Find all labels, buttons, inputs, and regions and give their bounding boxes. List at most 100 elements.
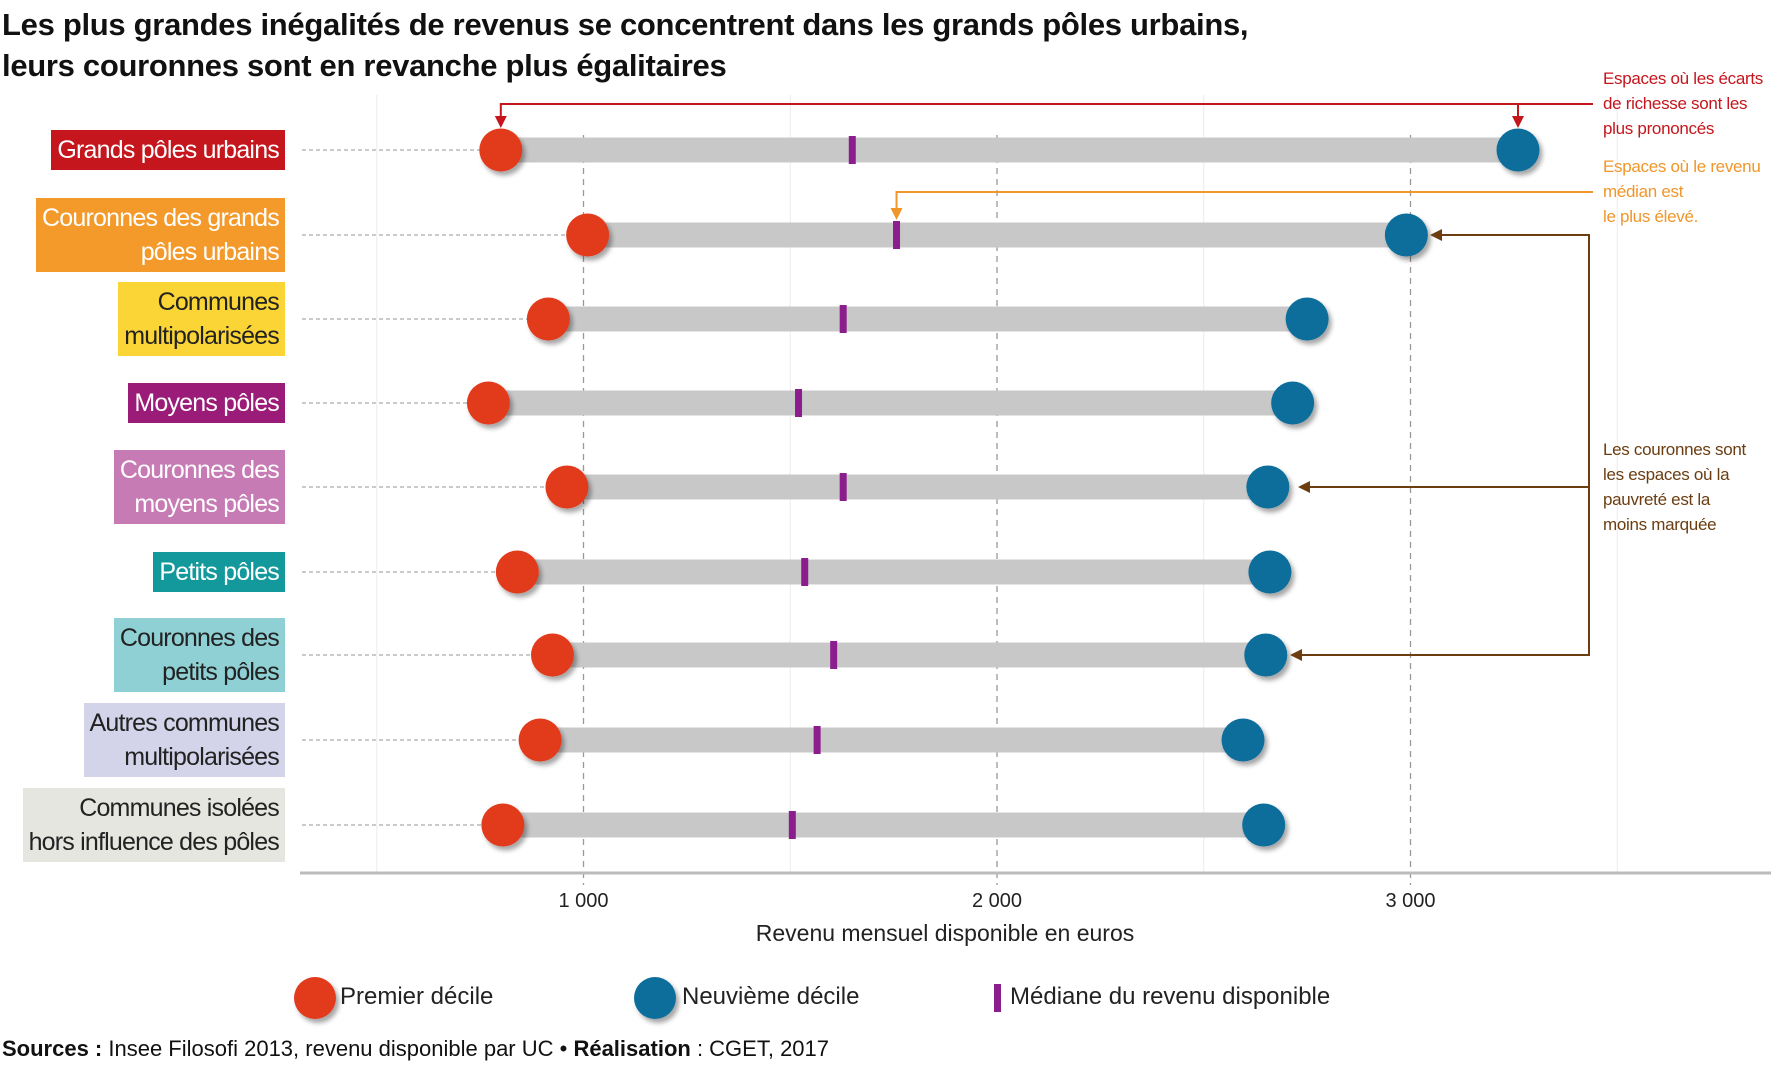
- category-label: Couronnes des grands pôles urbains: [36, 198, 285, 272]
- category-label-line: multipolarisées: [124, 322, 280, 350]
- category-label-line: Couronnes des grands: [42, 204, 280, 232]
- legend-ninth-decile-icon: [634, 977, 676, 1019]
- annotation-connector: [499, 103, 1593, 126]
- ninth-decile-point: [1248, 550, 1292, 594]
- category-label-line: Autres communes: [89, 709, 280, 737]
- category-label: Autres communes multipolarisées: [83, 703, 285, 777]
- title-line-2: leurs couronnes sont en revanche plus ég…: [2, 48, 727, 83]
- arrowhead: [1512, 116, 1525, 128]
- annotation-line: pauvreté est la: [1603, 490, 1711, 509]
- x-axis-title: Revenu mensuel disponible en euros: [755, 920, 1135, 946]
- category-label-line: Petits pôles: [159, 558, 279, 586]
- annotation-line: Espaces où les écarts: [1603, 69, 1764, 88]
- median-mark: [813, 726, 821, 754]
- x-tick-label: 3 000: [1385, 890, 1436, 912]
- median-mark: [795, 389, 803, 417]
- arrowhead: [890, 208, 903, 220]
- median-mark: [893, 221, 901, 249]
- range-bar: [548, 306, 1308, 332]
- first-decile-point: [466, 381, 510, 425]
- ninth-decile-point: [1285, 297, 1329, 341]
- category-label-line: pôles urbains: [140, 238, 280, 266]
- median-mark: [839, 305, 847, 333]
- ninth-decile-point: [1242, 803, 1286, 847]
- title-line-1: Les plus grandes inégalités de revenus s…: [2, 7, 1249, 42]
- chart-title: Les plus grandes inégalités de revenus s…: [2, 4, 1249, 86]
- category-label-line: petits pôles: [162, 658, 280, 686]
- range-bar: [502, 812, 1264, 838]
- category-label: Couronnes des moyens pôles: [113, 450, 285, 524]
- category-label-line: Moyens pôles: [134, 389, 279, 417]
- median-mark: [830, 641, 838, 669]
- category-label: Moyens pôles: [128, 383, 285, 423]
- ninth-decile-point: [1221, 718, 1265, 762]
- realisation-text: : CGET, 2017: [690, 1036, 830, 1061]
- legend-label-d1: Premier décile: [340, 983, 494, 1010]
- sources-text: Insee Filosofi 2013, revenu disponible p…: [102, 1036, 574, 1061]
- x-tick-label: 1 000: [558, 890, 609, 912]
- category-label: Communes multipolarisées: [118, 282, 285, 356]
- arrowhead: [1430, 229, 1442, 241]
- first-decile-point: [495, 550, 539, 594]
- category-label-line: Couronnes des: [119, 624, 280, 652]
- category-label: Couronnes des petits pôles: [113, 618, 285, 692]
- category-label-line: multipolarisées: [124, 743, 280, 771]
- median-mark: [848, 136, 856, 164]
- annotation-line: de richesse sont les: [1603, 94, 1748, 113]
- range-bar: [587, 222, 1407, 248]
- arrowhead: [1290, 649, 1302, 661]
- ninth-decile-point: [1244, 633, 1288, 677]
- annotation-line: Espaces où le revenu: [1603, 157, 1761, 176]
- legend-first-decile-icon: [294, 977, 336, 1019]
- annotation-connector: [1300, 234, 1590, 656]
- category-label-line: Couronnes des: [119, 456, 280, 484]
- annotation-line: le plus élevé.: [1603, 207, 1699, 226]
- annotation-line: les espaces où la: [1603, 465, 1730, 484]
- annotation-line: médian est: [1603, 182, 1684, 201]
- median-mark: [801, 558, 809, 586]
- range-bar: [566, 474, 1268, 500]
- range-bar: [552, 642, 1266, 668]
- annotation-line: Les couronnes sont: [1603, 440, 1746, 459]
- median-mark: [839, 473, 847, 501]
- category-label-line: moyens pôles: [134, 490, 279, 518]
- sources-note: Sources : Insee Filosofi 2013, revenu di…: [2, 1036, 829, 1062]
- ninth-decile-point: [1496, 128, 1540, 172]
- first-decile-point: [545, 465, 589, 509]
- median-mark: [788, 811, 796, 839]
- annotation-text: Espaces où le revenu médian est le plus él…: [1603, 154, 1761, 229]
- legend-label-median: Médiane du revenu disponible: [1010, 983, 1331, 1010]
- first-decile-point: [566, 213, 610, 257]
- range-bar: [500, 137, 1519, 163]
- ninth-decile-point: [1271, 381, 1315, 425]
- category-label-line: Grands pôles urbains: [57, 136, 279, 164]
- arrowhead: [494, 116, 507, 128]
- ninth-decile-point: [1384, 213, 1428, 257]
- category-label: Grands pôles urbains: [51, 130, 285, 170]
- annotation-text: Les couronnes sont les espaces où la pauvr…: [1603, 437, 1746, 537]
- first-decile-point: [479, 128, 523, 172]
- legend-median-icon: [994, 984, 1001, 1012]
- first-decile-point: [530, 633, 574, 677]
- range-bar: [517, 559, 1270, 585]
- range-bar: [488, 390, 1293, 416]
- category-label: Communes isolées hors influence des pôles: [22, 788, 285, 862]
- category-label: Petits pôles: [153, 552, 285, 592]
- annotation-connector: [895, 191, 1593, 208]
- arrowhead: [1298, 481, 1310, 493]
- category-label-line: Communes isolées: [79, 794, 280, 822]
- annotation-line: moins marquée: [1603, 515, 1717, 534]
- category-label-line: hors influence des pôles: [28, 828, 280, 856]
- realisation-label: Réalisation: [573, 1036, 691, 1061]
- ninth-decile-point: [1246, 465, 1290, 509]
- range-bar: [540, 727, 1244, 753]
- annotation-text: Espaces où les écarts de richesse sont le…: [1603, 66, 1763, 141]
- annotation-line: plus prononcés: [1603, 119, 1715, 138]
- first-decile-point: [481, 803, 525, 847]
- legend-label-d9: Neuvième décile: [682, 983, 860, 1010]
- sources-label: Sources :: [2, 1036, 103, 1061]
- category-label-line: Communes: [157, 288, 280, 316]
- x-tick-label: 2 000: [971, 890, 1023, 912]
